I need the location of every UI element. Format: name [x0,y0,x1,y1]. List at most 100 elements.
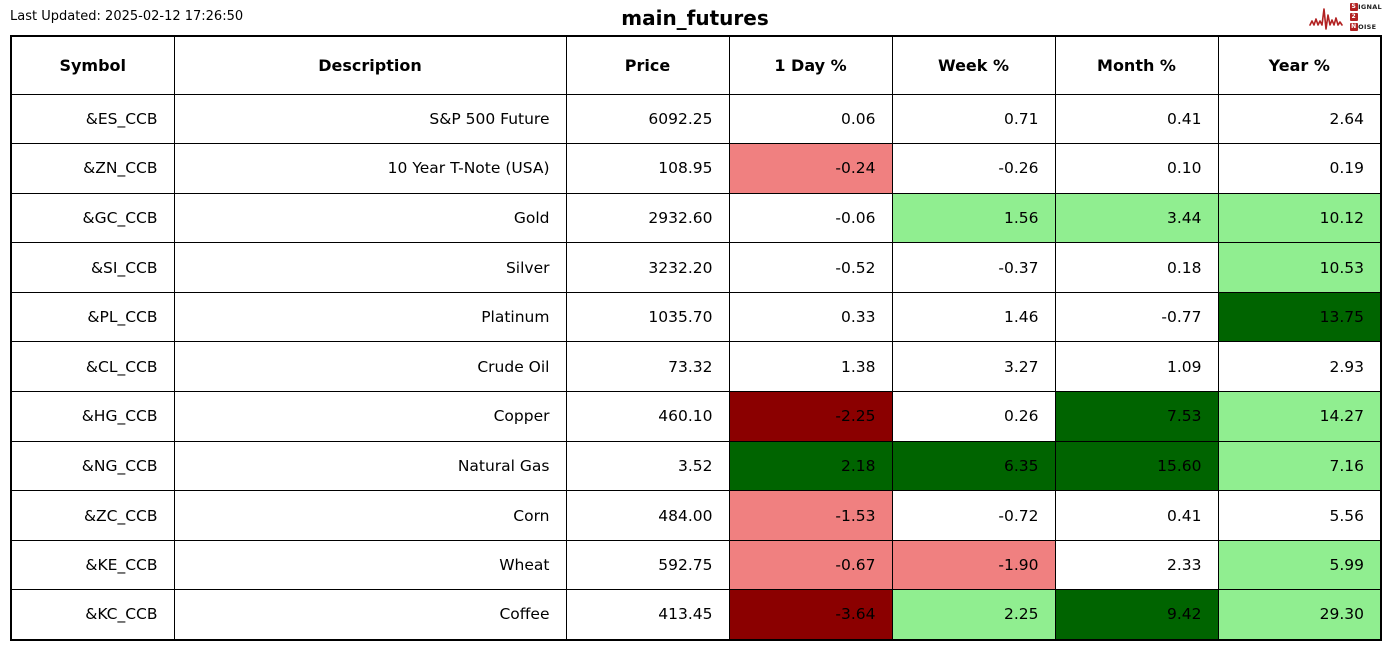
logo-letter-s: S [1349,2,1358,11]
week-pct-cell: -0.37 [891,242,1056,293]
day-pct-cell: -0.06 [728,192,893,244]
col-header-description: Description [173,35,567,95]
table-row: &SI_CCB Silver 3232.20 -0.52 -0.37 0.18 10.53 [10,242,1382,293]
year-pct-cell: 2.93 [1217,341,1382,393]
table-row: &KE_CCB Wheat 592.75 -0.67 -1.90 2.33 5.99 [10,539,1382,591]
logo-letter-2: 2 [1349,12,1358,21]
price-cell: 484.00 [565,490,730,541]
day-pct-cell: -3.64 [728,589,893,641]
month-pct-cell: 1.09 [1054,341,1219,393]
col-header-1day-pct: 1 Day % [728,35,893,95]
week-pct-cell: 0.26 [891,391,1056,442]
symbol-cell: &CL_CCB [10,341,175,393]
price-cell: 2932.60 [565,192,730,244]
description-cell: Gold [173,192,567,244]
logo-letter-n: N [1349,22,1358,31]
price-cell: 3232.20 [565,242,730,293]
week-pct-cell: 3.27 [891,341,1056,393]
month-pct-cell: 0.10 [1054,143,1219,194]
page-title: main_futures [621,6,769,30]
month-pct-cell: 0.18 [1054,242,1219,293]
week-pct-cell: 0.71 [891,93,1056,145]
day-pct-cell: -0.24 [728,143,893,194]
price-cell: 3.52 [565,440,730,492]
signal2noise-logo: S IGNAL 2 N OISE [1308,2,1382,31]
description-cell: Platinum [173,291,567,343]
price-cell: 73.32 [565,341,730,393]
description-cell: Coffee [173,589,567,641]
header-row: Symbol Description Price 1 Day % Week % … [10,35,1382,95]
week-pct-cell: 1.46 [891,291,1056,343]
week-pct-cell: -0.72 [891,490,1056,541]
last-updated-text: Last Updated: 2025-02-12 17:26:50 [10,9,244,24]
month-pct-cell: -0.77 [1054,291,1219,343]
symbol-cell: &ES_CCB [10,93,175,145]
year-pct-cell: 13.75 [1217,291,1382,343]
week-pct-cell: 1.56 [891,192,1056,244]
symbol-cell: &PL_CCB [10,291,175,343]
price-cell: 592.75 [565,539,730,591]
description-cell: S&P 500 Future [173,93,567,145]
col-header-symbol: Symbol [10,35,175,95]
week-pct-cell: 6.35 [891,440,1056,492]
day-pct-cell: 2.18 [728,440,893,492]
price-cell: 413.45 [565,589,730,641]
description-cell: Crude Oil [173,341,567,393]
description-cell: 10 Year T-Note (USA) [173,143,567,194]
col-header-month-pct: Month % [1054,35,1219,95]
month-pct-cell: 0.41 [1054,93,1219,145]
day-pct-cell: 0.06 [728,93,893,145]
day-pct-cell: -1.53 [728,490,893,541]
symbol-cell: &KE_CCB [10,539,175,591]
month-pct-cell: 0.41 [1054,490,1219,541]
month-pct-cell: 3.44 [1054,192,1219,244]
col-header-week-pct: Week % [891,35,1056,95]
month-pct-cell: 15.60 [1054,440,1219,492]
week-pct-cell: 2.25 [891,589,1056,641]
table-row: &PL_CCB Platinum 1035.70 0.33 1.46 -0.77 13.75 [10,291,1382,343]
price-cell: 460.10 [565,391,730,442]
logo-word-oise: OISE [1358,22,1377,31]
year-pct-cell: 10.12 [1217,192,1382,244]
table-row: &NG_CCB Natural Gas 3.52 2.18 6.35 15.60 7.16 [10,440,1382,492]
day-pct-cell: -0.52 [728,242,893,293]
description-cell: Natural Gas [173,440,567,492]
year-pct-cell: 7.16 [1217,440,1382,492]
description-cell: Wheat [173,539,567,591]
year-pct-cell: 0.19 [1217,143,1382,194]
symbol-cell: &KC_CCB [10,589,175,641]
table-row: &ES_CCB S&P 500 Future 6092.25 0.06 0.71 0.41… [10,93,1382,145]
heartbeat-waveform-icon [1308,8,1343,30]
day-pct-cell: -0.67 [728,539,893,591]
description-cell: Silver [173,242,567,293]
year-pct-cell: 10.53 [1217,242,1382,293]
symbol-cell: &GC_CCB [10,192,175,244]
table-row: &GC_CCB Gold 2932.60 -0.06 1.56 3.44 10.12 [10,192,1382,244]
week-pct-cell: -0.26 [891,143,1056,194]
day-pct-cell: 0.33 [728,291,893,343]
symbol-cell: &NG_CCB [10,440,175,492]
futures-table: Symbol Description Price 1 Day % Week % … [10,35,1382,641]
table-row: &ZC_CCB Corn 484.00 -1.53 -0.72 0.41 5.56 [10,490,1382,541]
col-header-price: Price [565,35,730,95]
symbol-cell: &HG_CCB [10,391,175,442]
symbol-cell: &ZC_CCB [10,490,175,541]
table-row: &ZN_CCB 10 Year T-Note (USA) 108.95 -0.24 -0… [10,143,1382,194]
description-cell: Copper [173,391,567,442]
logo-word-ignal: IGNAL [1358,2,1382,11]
table-body: &ES_CCB S&P 500 Future 6092.25 0.06 0.71 0.41… [10,93,1382,641]
day-pct-cell: 1.38 [728,341,893,393]
table-row: &CL_CCB Crude Oil 73.32 1.38 3.27 1.09 2.93 [10,341,1382,393]
week-pct-cell: -1.90 [891,539,1056,591]
year-pct-cell: 5.99 [1217,539,1382,591]
year-pct-cell: 2.64 [1217,93,1382,145]
year-pct-cell: 14.27 [1217,391,1382,442]
price-cell: 1035.70 [565,291,730,343]
price-cell: 108.95 [565,143,730,194]
symbol-cell: &SI_CCB [10,242,175,293]
col-header-year-pct: Year % [1217,35,1382,95]
table-row: &KC_CCB Coffee 413.45 -3.64 2.25 9.42 29.30 [10,589,1382,641]
day-pct-cell: -2.25 [728,391,893,442]
month-pct-cell: 9.42 [1054,589,1219,641]
year-pct-cell: 5.56 [1217,490,1382,541]
